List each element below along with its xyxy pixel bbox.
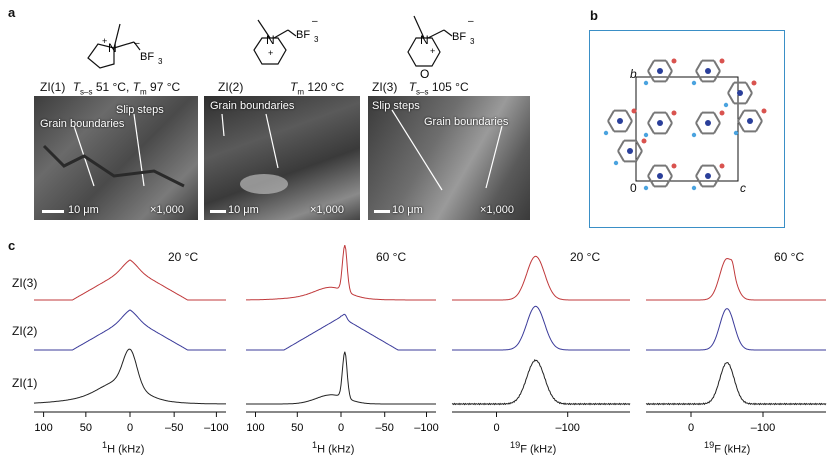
molecule — [723, 80, 757, 108]
svg-text:N: N — [266, 33, 275, 47]
x-tick-label: –100 — [751, 422, 775, 434]
panel-c-label: c — [8, 238, 16, 253]
spectrum-line — [452, 305, 630, 351]
sem3-mag-label: ×1,000 — [480, 204, 514, 216]
molecule — [691, 163, 725, 191]
x-tick-label: 0 — [127, 422, 133, 434]
molecule — [643, 58, 677, 86]
sem2-mag-label: ×1,000 — [310, 204, 344, 216]
x-tick-label: –100 — [555, 422, 579, 434]
svg-text:BF: BF — [452, 31, 466, 43]
svg-text:+: + — [430, 46, 435, 56]
sem1-slip-label: Slip steps — [116, 104, 164, 116]
axis-b-label: b — [630, 67, 637, 81]
x-tick-label: 0 — [493, 422, 499, 434]
xlabel-19f-b: 19F (kHz) — [704, 440, 751, 456]
spectrum-line — [645, 362, 827, 406]
row-label-zi3: ZI(3) — [12, 276, 38, 290]
spectrum-line — [34, 259, 226, 301]
sem-image-zi1: Grain boundaries Slip steps 10 μm ×1,000 — [34, 96, 198, 220]
sem3-scale-label: 10 μm — [392, 204, 423, 216]
molecule — [613, 138, 647, 166]
xlabel-19f-a: 19F (kHz) — [510, 440, 557, 456]
x-tick-label: –50 — [376, 422, 394, 434]
sem-image-zi3: Slip steps Grain boundaries 10 μm ×1,000 — [368, 96, 530, 220]
svg-text:+: + — [102, 36, 107, 46]
sem3-grain-label: Grain boundaries — [424, 116, 509, 128]
temp-label-4: 60 °C — [774, 250, 805, 264]
sem2-grain-label: Grain boundaries — [210, 100, 295, 112]
x-tick-label: 0 — [338, 422, 344, 434]
zi2-label: ZI(2) Tm 120 °C — [218, 80, 345, 97]
svg-text:+: + — [268, 48, 273, 58]
svg-text:–: – — [134, 38, 140, 49]
zi3-label: ZI(3) Ts–s 105 °C — [372, 80, 469, 97]
xlabel-1h-b: 1H (kHz) — [312, 440, 355, 456]
zi1-label: ZI(1) Ts–s 51 °C, Tm 97 °C — [40, 80, 181, 97]
spectrum-line — [451, 359, 631, 406]
svg-text:3: 3 — [158, 57, 163, 66]
svg-text:O: O — [420, 67, 429, 80]
x-tick-label: –100 — [414, 422, 438, 434]
panel-b-label: b — [590, 8, 598, 23]
crystal-structure-frame: b 0 c — [589, 30, 785, 228]
spectrum-line — [34, 309, 226, 351]
svg-text:N: N — [420, 33, 429, 47]
sem1-grain-label: Grain boundaries — [40, 118, 125, 130]
svg-text:–: – — [312, 16, 318, 27]
molecule — [643, 163, 677, 191]
crystal-structure-drawing — [603, 58, 767, 191]
x-tick-label: 0 — [688, 422, 694, 434]
structure-zi1: N + – BF 3 — [87, 23, 163, 69]
temp-label-3: 20 °C — [570, 250, 601, 264]
spectrum-line — [246, 351, 436, 405]
temp-label-2: 60 °C — [376, 250, 407, 264]
sem1-scale-bar — [42, 210, 64, 213]
spectrum-line — [452, 255, 630, 301]
x-tick-label: 100 — [246, 422, 264, 434]
structure-zi3: N + O – BF 3 — [407, 15, 475, 80]
x-tick-label: 100 — [34, 422, 52, 434]
svg-text:–: – — [468, 16, 474, 27]
molecule — [603, 108, 637, 136]
svg-text:N: N — [108, 41, 117, 55]
row-label-zi2: ZI(2) — [12, 324, 38, 338]
x-tick-label: –50 — [165, 422, 183, 434]
svg-text:BF: BF — [296, 29, 310, 41]
spectrum-line — [33, 348, 226, 405]
molecule — [643, 110, 677, 138]
sem3-slip-label: Slip steps — [372, 100, 420, 112]
sem1-mag-label: ×1,000 — [150, 204, 184, 216]
svg-text:BF: BF — [140, 51, 154, 63]
spectrum-line — [646, 308, 826, 351]
temp-label-1: 20 °C — [168, 250, 199, 264]
spectrum-line — [246, 244, 436, 301]
structure-zi2: N + – BF 3 — [253, 16, 319, 65]
sem-image-zi2: Grain boundaries 10 μm ×1,000 — [204, 96, 360, 220]
sem3-scale-bar — [374, 210, 390, 213]
sem1-scale-label: 10 μm — [68, 204, 99, 216]
x-tick-label: 50 — [291, 422, 303, 434]
origin-label: 0 — [630, 181, 637, 195]
molecule — [733, 108, 767, 136]
molecule — [691, 58, 725, 86]
x-tick-label: 50 — [80, 422, 92, 434]
panel-a-label: a — [8, 5, 16, 20]
xlabel-1h-a: 1H (kHz) — [102, 440, 145, 456]
x-tick-label: –100 — [204, 422, 228, 434]
molecule — [691, 110, 725, 138]
spectrum-line — [246, 313, 436, 351]
svg-text:3: 3 — [314, 35, 319, 44]
sem2-scale-label: 10 μm — [228, 204, 259, 216]
row-label-zi1: ZI(1) — [12, 376, 38, 390]
sem2-scale-bar — [210, 210, 226, 213]
axis-c-label: c — [740, 181, 746, 195]
svg-text:3: 3 — [470, 37, 475, 46]
spectrum-line — [646, 257, 826, 301]
